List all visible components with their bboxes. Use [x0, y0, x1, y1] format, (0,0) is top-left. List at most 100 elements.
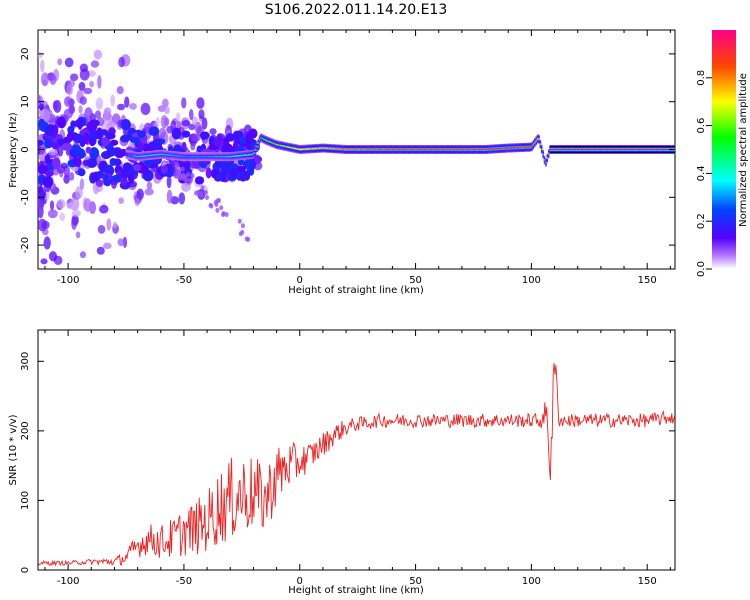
noise-blob — [106, 218, 112, 231]
snr-series-line — [38, 363, 675, 567]
ridge-segment — [306, 148, 308, 150]
ridge-segment — [167, 154, 169, 156]
noise-blob — [38, 94, 41, 107]
ridge-segment — [456, 148, 458, 151]
ridge-segment — [568, 148, 571, 151]
ridge-segment — [222, 155, 225, 158]
ridge-segment — [642, 148, 644, 151]
ridge-segment — [611, 148, 614, 151]
streak-blob — [200, 185, 205, 191]
ridge-segment — [146, 154, 148, 157]
ridge-segment — [368, 148, 371, 151]
streak-blob — [221, 210, 226, 216]
x-tick-label: 0 — [297, 275, 303, 286]
ridge-segment — [477, 148, 479, 151]
ridge-segment — [454, 148, 457, 151]
ridge-segment — [338, 148, 340, 150]
ridge-segment — [495, 148, 497, 150]
ridge-segment — [272, 142, 275, 145]
ridge-segment — [497, 147, 500, 150]
ridge-segment — [224, 155, 226, 158]
signal-blob — [181, 130, 191, 138]
ridge-segment — [560, 148, 562, 151]
ridge-segment — [561, 148, 564, 151]
x-tick-label: 150 — [638, 275, 657, 286]
ridge-segment — [240, 154, 243, 157]
ridge-segment — [438, 148, 440, 151]
ridge-segment — [231, 155, 233, 158]
ridge-segment — [178, 155, 180, 157]
ridge-segment — [192, 155, 194, 158]
streak-blob — [194, 190, 199, 196]
signal-blob — [225, 132, 235, 142]
ridge-segment — [318, 147, 321, 150]
y-tick-label: 300 — [20, 352, 31, 371]
noise-blob — [93, 49, 103, 60]
ridge-segment — [631, 148, 633, 151]
noise-blob — [48, 149, 58, 156]
ridge-segment — [295, 147, 297, 150]
ridge-segment — [578, 148, 581, 151]
ridge-segment — [289, 146, 291, 149]
noise-blob — [181, 182, 191, 192]
ridge-segment — [548, 153, 550, 155]
ridge-segment — [581, 148, 583, 151]
signal-blob — [205, 167, 212, 179]
ridge-segment — [214, 155, 216, 158]
noise-blob — [166, 125, 174, 134]
noise-blob — [166, 189, 173, 204]
ridge-segment — [386, 148, 389, 151]
ridge-segment — [393, 148, 396, 151]
ridge-segment — [381, 148, 383, 151]
ridge-segment — [605, 148, 607, 151]
ridge-segment — [142, 155, 144, 157]
noise-blob — [56, 199, 66, 209]
noise-blob — [48, 251, 57, 262]
ridge-segment — [575, 148, 578, 151]
ridge-segment — [418, 148, 421, 151]
ridge-segment — [360, 148, 362, 151]
ridge-segment — [310, 148, 312, 150]
ridge-segment — [201, 155, 204, 158]
ridge-segment — [236, 155, 239, 157]
x-tick-label: -100 — [57, 576, 80, 587]
streak-blob — [190, 173, 195, 179]
ridge-segment — [410, 148, 412, 151]
ridge-segment — [661, 148, 664, 151]
ridge-segment — [174, 154, 176, 157]
x-tick-label: 50 — [409, 576, 422, 587]
ridge-segment — [136, 155, 139, 158]
ridge-segment — [516, 146, 518, 149]
signal-blob — [148, 126, 160, 137]
ridge-segment — [324, 147, 326, 149]
colorbar-gradient — [712, 30, 736, 269]
ridge-segment — [607, 148, 610, 151]
ridge-segment — [175, 155, 177, 157]
ridge-segment — [593, 148, 596, 151]
ridge-segment — [653, 148, 656, 151]
ridge-segment — [582, 148, 585, 151]
ridge-segment — [314, 147, 316, 150]
noise-blob — [209, 128, 217, 135]
ridge-segment — [425, 148, 428, 151]
ridge-segment — [488, 148, 490, 151]
signal-blob — [44, 139, 53, 149]
ridge-segment — [613, 148, 615, 151]
ridge-segment — [183, 155, 186, 158]
ridge-segment — [282, 145, 284, 147]
ridge-segment — [646, 148, 649, 151]
signal-blob — [109, 139, 119, 146]
y-tick-label: 20 — [20, 48, 31, 61]
noise-blob — [63, 174, 70, 184]
noise-blob — [49, 200, 55, 211]
ridge-segment — [251, 153, 254, 156]
ridge-segment — [332, 147, 335, 150]
streak-blob — [180, 166, 185, 172]
ridge-segment — [617, 148, 619, 151]
ridge-segment — [592, 148, 594, 151]
ridge-segment — [238, 155, 240, 157]
x-tick-label: 0 — [297, 576, 303, 587]
ridge-segment — [249, 153, 251, 156]
ridge-segment — [271, 142, 273, 144]
